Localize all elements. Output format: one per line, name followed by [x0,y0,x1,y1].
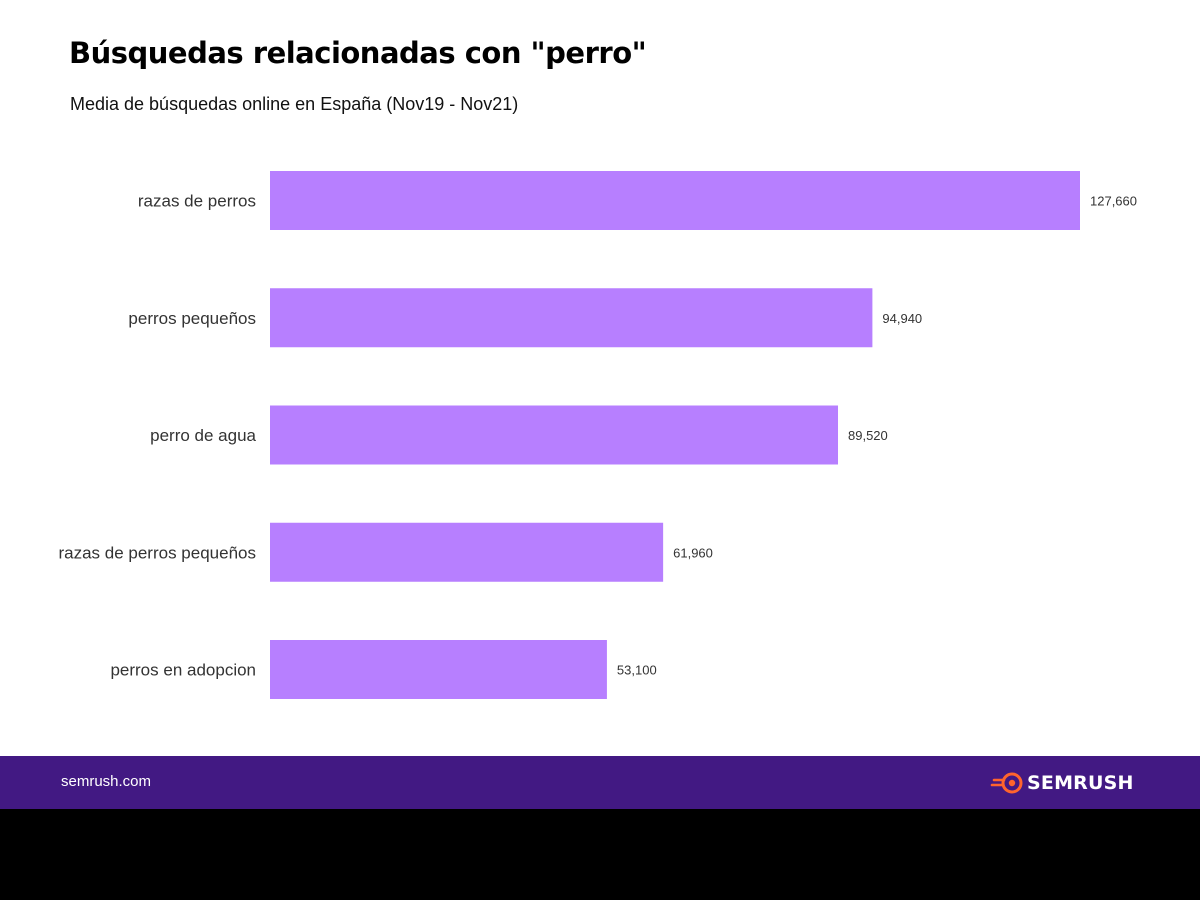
bar [270,171,1080,230]
bar [270,640,607,699]
chart-subtitle: Media de búsquedas online en España (Nov… [70,94,519,114]
bar [270,522,664,582]
bar [270,288,873,348]
category-label: razas de perros [138,192,256,211]
category-label: perros en adopcion [110,661,256,680]
category-label: razas de perros pequeños [58,543,256,562]
footer-site-link[interactable]: semrush.com [61,773,152,790]
semrush-logo: SEMRUSH [990,771,1134,795]
bar-chart: razas de perros 127,660 perros pequeños 94,… [58,171,1137,699]
brand-wordmark: SEMRUSH [1027,772,1134,794]
data-label: 61,960 [673,545,713,560]
data-label: 53,100 [617,663,657,678]
data-label: 94,940 [882,311,922,326]
chart-card: Búsquedas relacionadas con "perro" Media… [0,0,1200,756]
bar [270,405,839,465]
footer-bar: semrush.com [0,756,1200,809]
data-label: 89,520 [848,428,888,443]
chart-title: Búsquedas relacionadas con "perro" [69,36,647,70]
semrush-fireball-icon [990,772,1023,794]
category-label: perro de agua [150,426,256,445]
category-label: perros pequeños [128,309,256,328]
data-label: 127,660 [1090,194,1137,209]
